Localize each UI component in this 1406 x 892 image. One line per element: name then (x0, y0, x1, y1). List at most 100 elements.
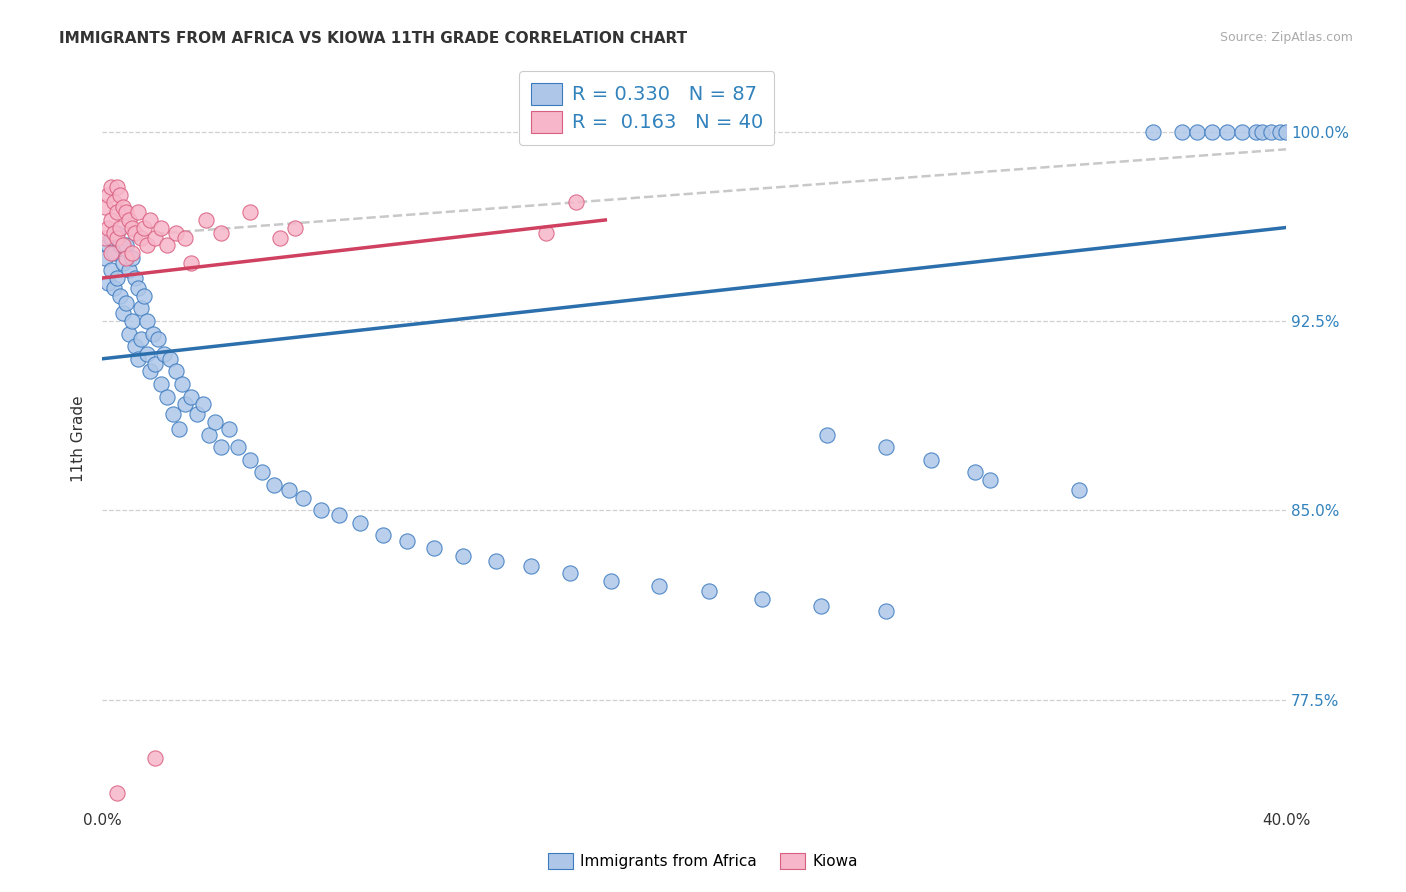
Point (162, 407, 184, 421)
Point (105, 180, 128, 194)
Point (328, 508, 350, 523)
Point (121, 245, 143, 260)
Point (108, 187, 131, 202)
Legend: R = 0.330   N = 87, R =  0.163   N = 40: R = 0.330 N = 87, R = 0.163 N = 40 (519, 70, 775, 145)
Point (100, 263, 122, 277)
Point (135, 314, 157, 328)
Point (1201, 125, 1223, 139)
Point (349, 516, 371, 530)
Point (132, 220, 155, 235)
Point (751, 591, 773, 606)
Point (145, 230, 167, 244)
Point (121, 314, 143, 328)
Point (292, 491, 315, 505)
Point (186, 407, 208, 421)
Point (309, 503, 332, 517)
Point (1185, 125, 1208, 139)
Point (875, 604, 897, 618)
Point (115, 251, 138, 265)
Point (167, 422, 190, 436)
Point (129, 301, 152, 316)
Point (127, 205, 149, 219)
Point (145, 357, 167, 371)
Point (145, 750, 167, 764)
Legend: Immigrants from Africa, Kiowa: Immigrants from Africa, Kiowa (543, 847, 863, 875)
Point (284, 220, 307, 235)
Point (965, 466, 987, 480)
Point (100, 180, 122, 194)
Point (373, 528, 395, 542)
Point (534, 226, 557, 240)
Point (124, 271, 146, 285)
Point (194, 213, 217, 227)
Point (485, 554, 508, 568)
Point (111, 238, 134, 252)
Point (94, 251, 117, 265)
Point (150, 377, 173, 392)
Point (165, 364, 187, 378)
Point (111, 306, 134, 320)
Point (204, 415, 226, 429)
Point (1246, 125, 1268, 139)
Point (135, 238, 157, 252)
Point (1251, 125, 1274, 139)
Point (97, 276, 120, 290)
Point (263, 478, 285, 492)
Point (191, 397, 214, 411)
Point (129, 230, 152, 244)
Point (108, 238, 131, 252)
Point (103, 195, 125, 210)
Point (451, 549, 474, 563)
Point (180, 390, 202, 404)
Point (239, 452, 262, 467)
Point (105, 271, 128, 285)
Point (172, 377, 194, 392)
Point (94, 200, 117, 214)
Point (1268, 125, 1291, 139)
Point (218, 422, 240, 436)
Point (1142, 125, 1164, 139)
Point (105, 205, 128, 219)
Point (103, 245, 125, 260)
Point (103, 281, 125, 295)
Point (121, 220, 143, 235)
Point (875, 440, 897, 454)
Point (920, 452, 942, 467)
Point (148, 332, 170, 346)
Point (156, 390, 179, 404)
Point (395, 533, 418, 548)
Point (156, 238, 179, 252)
Point (228, 440, 250, 454)
Point (141, 326, 163, 341)
Point (108, 220, 131, 235)
Point (103, 226, 125, 240)
Point (111, 200, 134, 214)
Point (115, 205, 138, 219)
Point (520, 558, 543, 573)
Point (153, 347, 176, 361)
Point (1171, 125, 1194, 139)
Point (118, 326, 141, 341)
Point (697, 584, 720, 599)
Point (127, 351, 149, 366)
Point (105, 226, 128, 240)
Point (127, 281, 149, 295)
Point (105, 230, 128, 244)
Point (277, 483, 299, 497)
Point (115, 238, 138, 252)
Point (97, 238, 120, 252)
Point (1216, 125, 1239, 139)
Point (94, 230, 117, 244)
Point (118, 263, 141, 277)
Point (138, 364, 160, 378)
Point (100, 213, 122, 227)
Point (600, 574, 623, 588)
Point (1260, 125, 1282, 139)
Point (810, 599, 832, 614)
Text: Source: ZipAtlas.com: Source: ZipAtlas.com (1219, 31, 1353, 45)
Point (138, 213, 160, 227)
Point (118, 213, 141, 227)
Point (135, 347, 157, 361)
Point (979, 473, 1001, 487)
Point (1230, 125, 1253, 139)
